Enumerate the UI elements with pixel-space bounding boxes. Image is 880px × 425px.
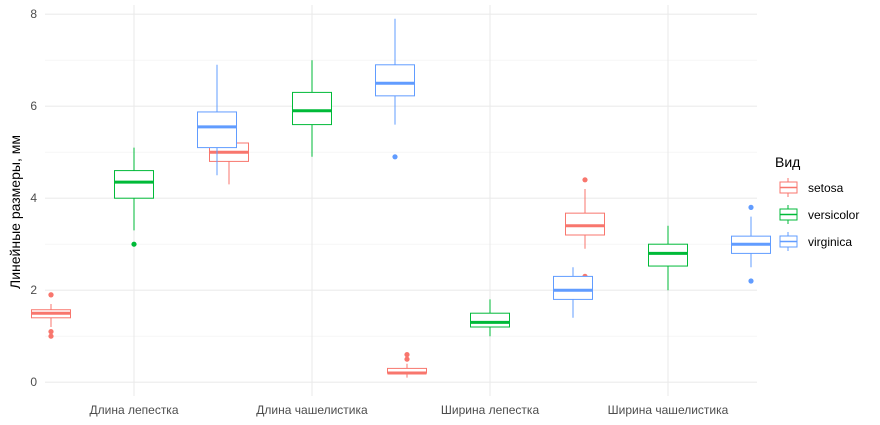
box-setosa	[387, 352, 427, 378]
y-tick-label: 4	[30, 191, 37, 205]
outlier-point	[48, 292, 54, 298]
x-tick-label: Ширина чашелистика	[608, 403, 729, 417]
outlier-point	[392, 154, 398, 160]
box-versicolor	[648, 225, 688, 291]
iqr-box	[197, 111, 237, 149]
y-tick-label: 6	[30, 99, 37, 113]
box-setosa	[31, 292, 71, 339]
box-versicolor	[470, 299, 510, 337]
outlier-point	[48, 333, 54, 339]
box-virginica	[553, 267, 593, 318]
legend-label: versicolor	[808, 208, 859, 222]
legend-key-virginica: virginica	[779, 232, 852, 251]
x-tick-label: Длина лепестка	[90, 403, 179, 417]
outlier-point	[404, 356, 410, 362]
box-versicolor	[114, 147, 154, 247]
x-tick-label: Ширина лепестка	[441, 403, 540, 417]
box-virginica	[375, 18, 415, 160]
y-tick-label: 2	[30, 283, 37, 297]
axis-layer: 0 2 4 6 8 Длина лепестка Длина чашелистика Шири…	[30, 7, 728, 417]
grid-layer	[45, 5, 757, 396]
legend-label: setosa	[808, 181, 844, 195]
x-tick-label: Длина чашелистика	[256, 403, 368, 417]
y-tick-label: 8	[30, 7, 37, 21]
boxes-layer	[31, 18, 771, 378]
outlier-point	[131, 241, 137, 247]
legend-key-setosa: setosa	[779, 178, 844, 197]
iqr-box	[553, 275, 593, 300]
outlier-point	[748, 278, 754, 284]
legend-key-versicolor: versicolor	[779, 205, 859, 224]
y-tick-label: 0	[30, 375, 37, 389]
outlier-point	[582, 177, 588, 183]
iqr-box	[114, 170, 154, 199]
box-virginica	[731, 204, 771, 284]
outlier-point	[48, 329, 54, 335]
iqr-box	[470, 312, 510, 328]
outlier-point	[404, 352, 410, 358]
legend-label: virginica	[808, 235, 852, 249]
iqr-box	[648, 243, 688, 267]
iqr-box	[292, 91, 332, 126]
box-setosa	[565, 177, 605, 279]
iqr-box	[375, 64, 415, 97]
legend: Вид setosa versicolor virginica	[775, 154, 859, 251]
legend-title: Вид	[775, 154, 800, 170]
box-virginica	[197, 64, 237, 176]
iqr-box	[565, 212, 605, 236]
y-axis-title: Линейные размеры, мм	[7, 135, 23, 289]
outlier-point	[748, 204, 754, 210]
box-versicolor	[292, 60, 332, 157]
